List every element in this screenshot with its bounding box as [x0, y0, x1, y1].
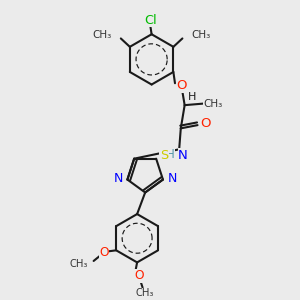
Text: N: N [167, 172, 177, 185]
Text: H: H [166, 148, 175, 160]
Text: Cl: Cl [144, 14, 157, 27]
Text: CH₃: CH₃ [135, 288, 154, 298]
Text: H: H [188, 92, 196, 102]
Text: O: O [176, 79, 187, 92]
Text: CH₃: CH₃ [203, 98, 223, 109]
Text: CH₃: CH₃ [191, 30, 210, 40]
Text: O: O [134, 269, 143, 282]
Text: N: N [178, 148, 188, 162]
Text: CH₃: CH₃ [69, 259, 88, 269]
Text: O: O [99, 246, 109, 259]
Text: O: O [200, 117, 211, 130]
Text: CH₃: CH₃ [93, 30, 112, 40]
Text: S: S [160, 149, 168, 162]
Text: N: N [114, 172, 123, 185]
